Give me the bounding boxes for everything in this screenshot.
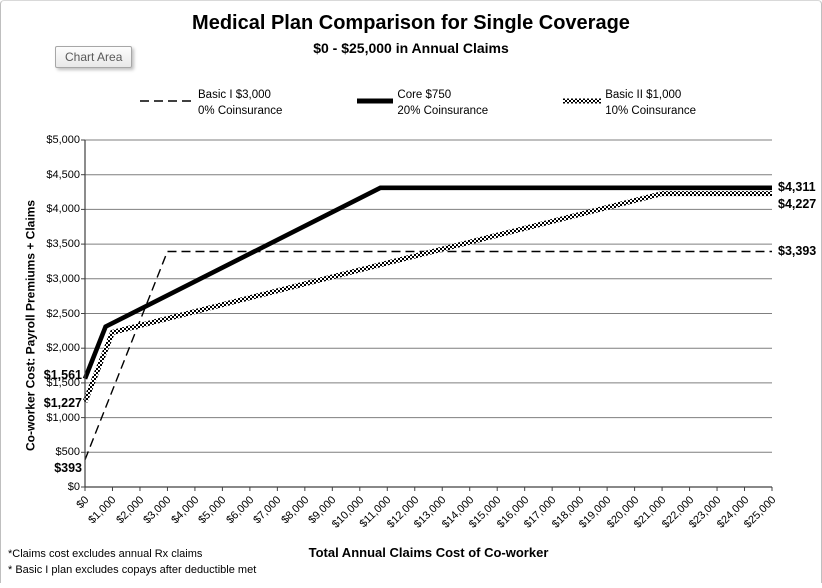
series-line-core-750[interactable] xyxy=(82,185,772,380)
legend-sample-basic-i-3-000 xyxy=(140,93,194,109)
legend-label-core-750: Core $750 20% Coinsurance xyxy=(397,87,488,119)
legend-coinsurance: 0% Coinsurance xyxy=(198,105,283,117)
legend-sample-basic-ii-1-000 xyxy=(563,93,602,109)
chart-footnotes: *Claims cost excludes annual Rx claims *… xyxy=(8,546,256,578)
y-tick-label-3500: $3,500 xyxy=(46,238,80,251)
legend-coinsurance: 20% Coinsurance xyxy=(397,105,489,117)
legend-item-core-750[interactable]: Core $750 20% Coinsurance xyxy=(357,87,488,119)
y-tick-label-3000: $3,000 xyxy=(46,272,80,285)
y-tick-label-0: $0 xyxy=(67,481,80,493)
legend-sample-thick-line xyxy=(357,98,394,104)
legend-sample-checkered-line xyxy=(563,98,602,104)
legend-coinsurance: 10% Coinsurance xyxy=(605,105,696,117)
legend-item-basic-ii-1-000[interactable]: Basic II $1,000 10% Coinsurance xyxy=(563,87,696,119)
legend-item-basic-i-3-000[interactable]: Basic I $3,000 0% Coinsurance xyxy=(140,87,282,119)
y-tick-label-4000: $4,000 xyxy=(46,203,80,216)
end-label-basic-ii-1-000: $4,227 xyxy=(778,196,817,211)
y-tick-label-2500: $2,500 xyxy=(46,307,80,320)
chart-legend[interactable]: Basic I $3,000 0% Coinsurance Core $750 20%… xyxy=(140,87,696,119)
legend-plan-name: Basic I $3,000 xyxy=(198,89,271,101)
y-tick-label-500: $500 xyxy=(55,446,80,459)
footnote-basic-i-copays: * Basic I plan excludes copays after ded… xyxy=(8,564,257,576)
footnote-rx-claims: *Claims cost excludes annual Rx claims xyxy=(8,548,203,560)
y-tick-label-2000: $2,000 xyxy=(46,342,80,355)
legend-sample-core-750 xyxy=(357,93,394,109)
chart-area-tooltip-label: Chart Area xyxy=(65,50,123,64)
legend-label-basic-ii-1-000: Basic II $1,000 10% Coinsurance xyxy=(605,87,696,119)
start-label-basic-ii-1-000: $1,227 xyxy=(43,395,82,410)
legend-plan-name: Core $750 xyxy=(397,89,452,101)
start-label-basic-i-3-000: $393 xyxy=(54,460,82,475)
start-label-core-750: $1,561 xyxy=(43,367,82,382)
legend-plan-name: Basic II $1,000 xyxy=(605,89,682,101)
end-label-core-750: $4,311 xyxy=(778,179,816,194)
y-tick-label-1000: $1,000 xyxy=(46,411,80,424)
chart-area-tooltip: Chart Area xyxy=(55,46,133,68)
chart-title: Medical Plan Comparison for Single Cover… xyxy=(192,12,630,34)
end-label-basic-i-3-000: $3,393 xyxy=(778,243,817,258)
legend-sample-dashed-line xyxy=(140,100,194,102)
y-tick-label-1500: $1,500 xyxy=(46,376,80,389)
chart-subtitle: $0 - $25,000 in Annual Claims xyxy=(313,40,509,56)
y-tick-label-5000: $5,000 xyxy=(46,134,80,146)
x-axis-title: Total Annual Claims Cost of Co-worker xyxy=(308,545,549,560)
y-tick-label-4500: $4,500 xyxy=(46,168,80,181)
series-line-basic-ii-1-000[interactable] xyxy=(82,191,772,403)
series-line-basic-i-3-000[interactable] xyxy=(84,250,772,460)
legend-label-basic-i-3-000: Basic I $3,000 0% Coinsurance xyxy=(198,87,282,119)
y-axis-title: Co-worker Cost: Payroll Premiums + Claim… xyxy=(23,199,38,452)
